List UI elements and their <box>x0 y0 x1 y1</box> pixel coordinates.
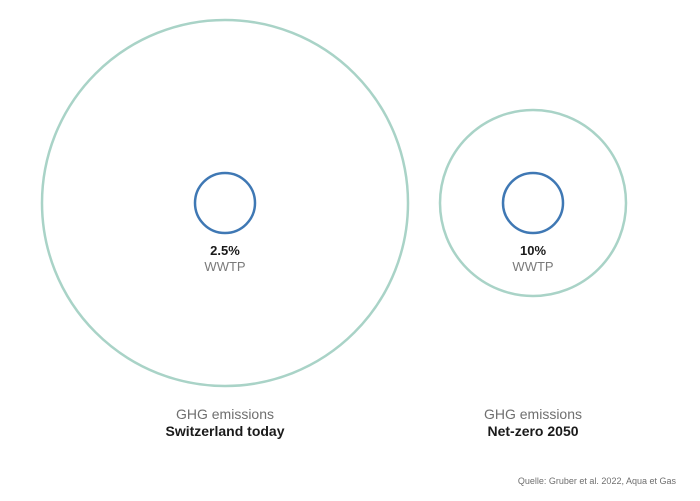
wwtp-share-circle-net-zero-2050 <box>501 171 565 235</box>
caption-line1: GHG emissions <box>483 406 583 422</box>
caption-line2: Switzerland today <box>165 423 285 439</box>
wwtp-share-circle-switzerland-today <box>193 171 257 235</box>
source-note: Quelle: Gruber et al. 2022, Aqua et Gas <box>517 476 676 486</box>
wwtp-label-net-zero-2050: WWTP <box>512 259 553 274</box>
total-emissions-circle-switzerland-today <box>40 18 410 388</box>
caption-line1: GHG emissions <box>175 406 275 422</box>
wwtp-share-value-switzerland-today: 2.5% <box>210 243 240 258</box>
caption-switzerland-today: GHG emissions Switzerland today <box>75 406 375 440</box>
caption-net-zero-2050: GHG emissions Net-zero 2050 <box>383 406 683 440</box>
wwtp-share-value-net-zero-2050: 10% <box>520 243 546 258</box>
caption-line2: Net-zero 2050 <box>487 423 579 439</box>
wwtp-label-switzerland-today: WWTP <box>204 259 245 274</box>
total-emissions-circle-net-zero-2050 <box>438 108 628 298</box>
